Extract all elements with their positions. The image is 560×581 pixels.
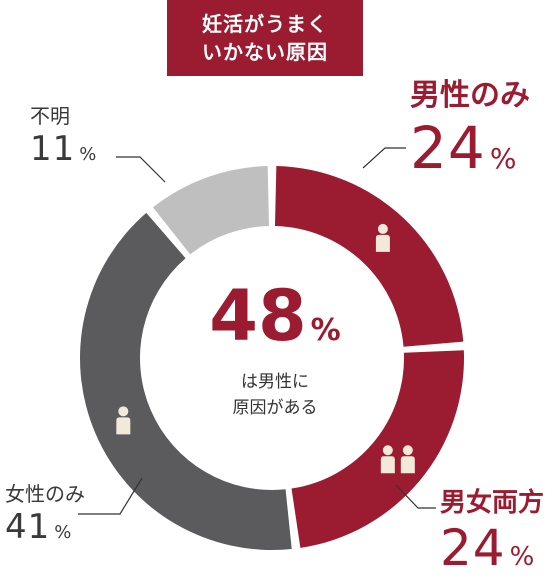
center-text-line-2: 原因がある <box>232 398 318 418</box>
center-text-line-1: は男性に <box>241 372 309 392</box>
slice-both <box>291 350 464 548</box>
slice-female-only <box>79 212 292 551</box>
label-male-only-value: 24% <box>410 114 530 182</box>
center-value: 48% <box>175 278 375 369</box>
chart-title-line-1: 妊活がうまく <box>202 12 328 36</box>
chart-title: 妊活がうまく いかない原因 <box>167 0 363 76</box>
label-male-only-name: 男性のみ <box>410 78 530 113</box>
label-unknown-number: 11 <box>30 129 76 169</box>
couple-icon <box>400 445 415 474</box>
leader-line-female-only <box>78 477 143 515</box>
person-icon <box>375 223 390 252</box>
person-icon <box>116 406 131 435</box>
label-male-only-unit: % <box>489 142 517 175</box>
label-female-only-number: 41 <box>5 507 51 547</box>
leader-line-both <box>395 484 436 509</box>
center-summary: 48% は男性に 原因がある <box>175 278 375 421</box>
label-male-only-number: 24 <box>410 114 486 182</box>
label-both-name: 男女両方 <box>440 488 545 518</box>
label-both-value: 24% <box>440 519 544 577</box>
slice-unknown <box>153 166 270 255</box>
leader-line-male-only <box>362 147 406 169</box>
leader-line-unknown <box>116 156 166 183</box>
slice-male-only <box>274 166 464 347</box>
label-unknown-name: 不明 <box>30 104 70 128</box>
label-female-only: 女性のみ 41% <box>5 478 85 547</box>
center-value-number: 48 <box>209 275 307 357</box>
label-unknown-value: 11% <box>30 129 96 169</box>
label-both: 男女両方 24% <box>440 482 544 577</box>
label-unknown-unit: % <box>79 144 97 165</box>
label-female-only-name: 女性のみ <box>5 482 85 506</box>
label-both-unit: % <box>509 542 535 572</box>
label-female-only-unit: % <box>54 522 72 543</box>
chart-title-line-2: いかない原因 <box>202 40 328 64</box>
label-both-number: 24 <box>440 519 506 577</box>
label-female-only-value: 41% <box>5 507 85 547</box>
label-male-only: 男性のみ 24% <box>410 70 530 182</box>
center-value-unit: % <box>310 313 341 348</box>
label-unknown: 不明 11% <box>30 100 96 169</box>
couple-icon <box>380 445 395 474</box>
